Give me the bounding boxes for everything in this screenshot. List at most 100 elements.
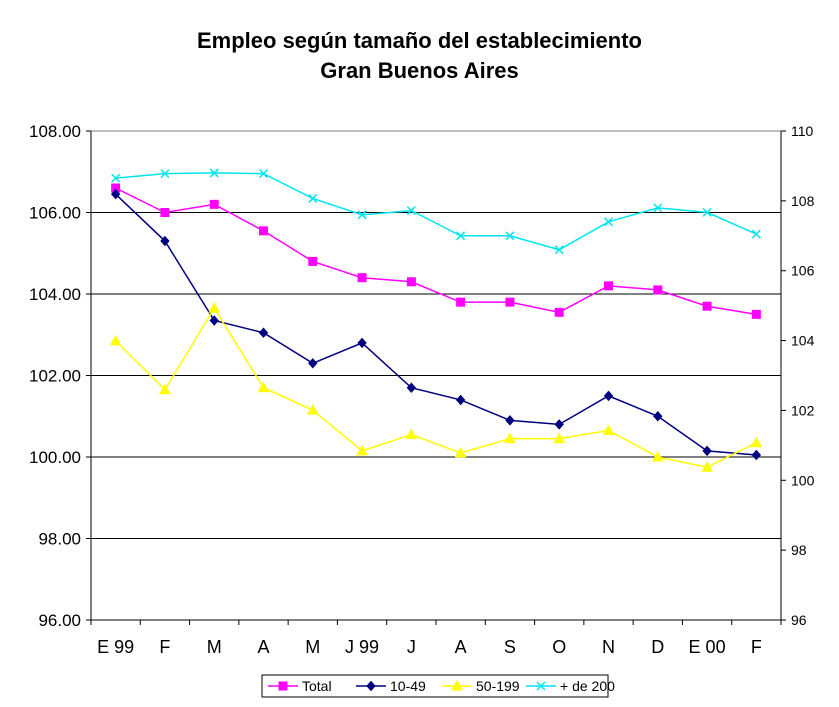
legend-marker (536, 681, 546, 691)
data-point (258, 327, 269, 338)
y-tick-label-right: 110 (791, 123, 814, 139)
data-point (751, 309, 761, 319)
data-point (308, 193, 318, 203)
x-tick-label: A (257, 637, 269, 657)
legend-label: 50-199 (476, 678, 520, 694)
data-point (160, 208, 170, 217)
data-point (653, 285, 663, 295)
data-point (306, 404, 319, 415)
marker-stroke (505, 231, 515, 241)
marker-stroke (406, 206, 416, 216)
y-tick-label-right: 106 (791, 263, 815, 279)
data-point (159, 383, 171, 395)
data-point (208, 302, 221, 313)
series-line (115, 306, 757, 468)
y-tick-label-left: 100.00 (29, 448, 81, 467)
data-point (357, 273, 367, 283)
data-point (209, 168, 219, 178)
legend-entry: 50-199 (442, 678, 520, 694)
legend-box (261, 674, 609, 698)
legend-label: + de 200 (560, 678, 615, 694)
x-tick-label: S (504, 637, 516, 657)
data-point (308, 358, 318, 369)
data-point (750, 436, 763, 448)
data-point (257, 381, 270, 393)
marker-stroke (702, 207, 712, 217)
legend: Total 10-49 50-199 + de 200 (261, 674, 615, 698)
series-3 (111, 168, 761, 255)
legend-marker (278, 681, 288, 691)
x-tick-label: J (407, 637, 416, 657)
data-point (554, 307, 564, 317)
legend-entry: 10-49 (356, 678, 426, 694)
data-point (308, 256, 318, 266)
data-point (406, 206, 416, 216)
data-point (160, 235, 170, 247)
y-tick-label-right: 108 (791, 193, 815, 209)
data-point (505, 297, 515, 307)
data-point (259, 226, 268, 236)
x-tick-label: E 00 (689, 637, 726, 657)
y-tick-label-left: 102.00 (29, 367, 81, 386)
data-point (554, 419, 564, 430)
x-tick-label: N (602, 637, 615, 657)
data-point (603, 390, 614, 402)
data-point (110, 188, 121, 200)
data-point (702, 207, 712, 217)
data-point (553, 432, 566, 444)
legend-marker (366, 680, 376, 692)
data-point (356, 444, 368, 456)
y-tick-label-right: 96 (791, 612, 807, 628)
series (109, 168, 763, 472)
data-point (504, 432, 516, 444)
data-point (604, 281, 613, 291)
data-point (111, 173, 121, 183)
data-point (209, 199, 219, 209)
data-point (651, 450, 664, 462)
marker-stroke (653, 203, 663, 213)
data-point (603, 217, 614, 227)
marker-stroke (209, 168, 219, 178)
data-point (554, 245, 564, 255)
data-point (505, 415, 515, 426)
data-point (357, 337, 367, 349)
series-0 (111, 183, 761, 319)
x-tick-label: F (751, 637, 762, 657)
data-point (751, 229, 761, 239)
data-point (258, 169, 269, 179)
data-point (456, 297, 466, 307)
data-point (455, 394, 466, 406)
y-tick-label-right: 100 (791, 472, 815, 488)
data-point (160, 169, 170, 179)
y-tick-label-right: 102 (791, 402, 815, 418)
y-tick-label-left: 108.00 (29, 122, 81, 141)
legend-label: Total (302, 678, 332, 694)
x-tick-label: J 99 (345, 637, 379, 657)
marker-stroke (357, 210, 367, 220)
y-tick-label-right: 98 (791, 542, 807, 558)
x-tick-label: M (207, 637, 222, 657)
marker-stroke (536, 681, 546, 691)
data-point (109, 334, 122, 346)
data-point (602, 424, 615, 436)
x-tick-label: F (159, 637, 170, 657)
chart-subtitle: Gran Buenos Aires (320, 58, 519, 83)
series-2 (109, 302, 763, 472)
x-tick-label: A (455, 637, 467, 657)
data-point (751, 449, 762, 461)
marker-stroke (308, 193, 318, 203)
y-tick-label-left: 106.00 (29, 204, 81, 223)
chart-title: Empleo según tamaño del establecimiento (197, 28, 642, 53)
marker-stroke (111, 173, 121, 183)
series-1 (110, 188, 762, 461)
series-line (115, 172, 757, 251)
data-point (209, 315, 219, 326)
x-tick-label: M (305, 637, 320, 657)
y-tick-label-left: 104.00 (29, 285, 81, 304)
data-point (653, 410, 663, 422)
y-tick-label-left: 96.00 (38, 611, 81, 630)
y-tick-label-left: 98.00 (38, 530, 81, 549)
data-point (405, 428, 418, 440)
data-point (454, 446, 467, 458)
